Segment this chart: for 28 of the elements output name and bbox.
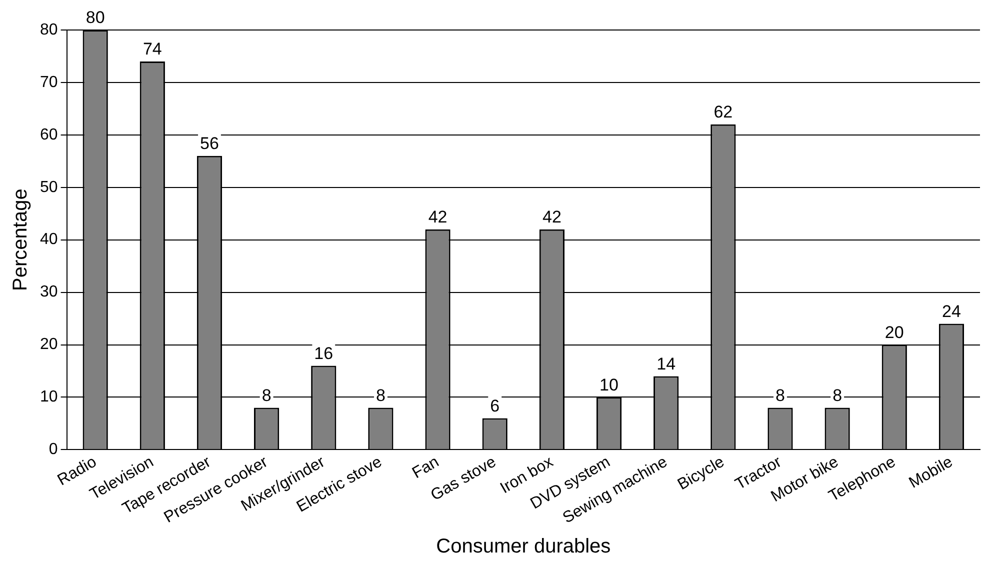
data-label: 8 xyxy=(262,386,272,405)
data-label: 8 xyxy=(776,386,785,405)
data-label: 42 xyxy=(542,208,562,227)
y-tick-label: 0 xyxy=(48,441,58,458)
data-label: 20 xyxy=(884,322,904,342)
y-tick-label: 40 xyxy=(40,231,58,248)
y-tick-label: 10 xyxy=(40,388,58,406)
x-tick-label: Fan xyxy=(410,454,442,482)
data-label: 8 xyxy=(376,386,386,405)
y-axis-title: Percentage xyxy=(10,188,32,291)
x-axis-title: Consumer durables xyxy=(436,536,611,558)
y-tick-label: 50 xyxy=(40,178,58,196)
data-label: 56 xyxy=(200,134,219,154)
y-tick-label: 60 xyxy=(40,126,58,144)
data-label: 8 xyxy=(832,386,842,405)
data-label: 74 xyxy=(142,40,162,59)
y-tick-label: 80 xyxy=(40,21,58,38)
data-label: 16 xyxy=(314,344,334,363)
data-label: 14 xyxy=(656,354,676,374)
y-tick-label: 70 xyxy=(40,74,58,91)
y-tick-label: 30 xyxy=(40,284,58,301)
data-label: 42 xyxy=(428,208,448,227)
data-label: 10 xyxy=(600,375,618,394)
data-label: 6 xyxy=(490,396,500,416)
data-label: 80 xyxy=(86,8,105,28)
data-label: 24 xyxy=(942,302,961,321)
data-label: 62 xyxy=(714,102,733,122)
y-tick-label: 20 xyxy=(40,336,58,354)
